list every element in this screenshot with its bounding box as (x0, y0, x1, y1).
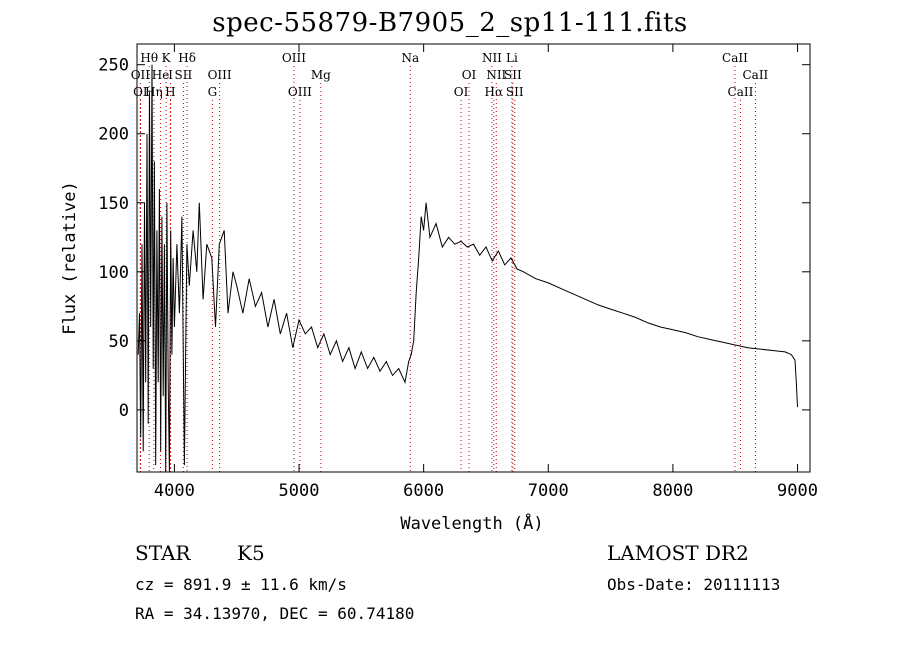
chart-title: spec-55879-B7905_2_sp11-111.fits (212, 8, 688, 38)
line-label: OII (131, 68, 151, 82)
plot-frame (136, 43, 811, 473)
y-tick-label: 100 (98, 263, 129, 283)
x-tick-label: 6000 (403, 481, 444, 501)
object-class: STAR (135, 541, 191, 565)
observation-date: Obs-Date: 20111113 (607, 575, 781, 594)
line-label: CaII (742, 68, 768, 82)
axis-ticks (137, 44, 810, 472)
y-tick-label: 200 (98, 125, 129, 145)
y-tick-label: 250 (98, 56, 129, 76)
x-tick-label: 5000 (279, 481, 320, 501)
line-label: NII (482, 51, 502, 65)
line-label: OI (454, 85, 469, 99)
line-label: I (168, 68, 173, 82)
line-label: NII (486, 68, 506, 82)
line-label: OIII (282, 51, 306, 65)
line-label: SII (175, 68, 193, 82)
line-label: H (165, 85, 175, 99)
spectrum-line (137, 64, 798, 473)
y-tick-label: 0 (119, 401, 129, 421)
line-label: K (162, 51, 172, 65)
line-label: SII (506, 85, 524, 99)
x-tick-label: 8000 (652, 481, 693, 501)
line-label: OIII (288, 85, 312, 99)
line-markers (139, 66, 756, 472)
line-label: OI (462, 68, 477, 82)
tick-labels: 4000 5000 6000 7000 8000 9000 0 50 100 150 200 250 (98, 56, 818, 501)
line-label: He (152, 68, 170, 82)
line-label: Hη (145, 85, 163, 99)
line-label: OIII (208, 68, 232, 82)
redshift-velocity: cz = 891.9 ± 11.6 km/s (135, 575, 347, 594)
x-axis-label: Wavelength (Å) (400, 512, 543, 534)
ra-dec-coordinates: RA = 34.13970, DEC = 60.74180 (135, 604, 415, 623)
x-tick-label: 7000 (528, 481, 569, 501)
line-label: G (208, 85, 218, 99)
line-label: Li (506, 51, 518, 65)
line-label: Hδ (178, 51, 196, 65)
line-label: SII (504, 68, 522, 82)
line-label: Mg (311, 68, 331, 82)
line-label: CaII (728, 85, 754, 99)
line-label: OI (133, 85, 148, 99)
x-tick-label: 4000 (154, 481, 195, 501)
survey-name: LAMOST DR2 (607, 541, 749, 565)
line-label: Hθ (140, 51, 158, 65)
line-label: Hα (485, 85, 504, 99)
line-label: Na (401, 51, 419, 65)
object-subclass: K5 (237, 541, 265, 565)
y-tick-label: 50 (109, 332, 129, 352)
x-tick-label: 9000 (777, 481, 818, 501)
y-axis-label: Flux (relative) (60, 181, 80, 335)
y-tick-label: 150 (98, 194, 129, 214)
line-label: CaII (722, 51, 748, 65)
